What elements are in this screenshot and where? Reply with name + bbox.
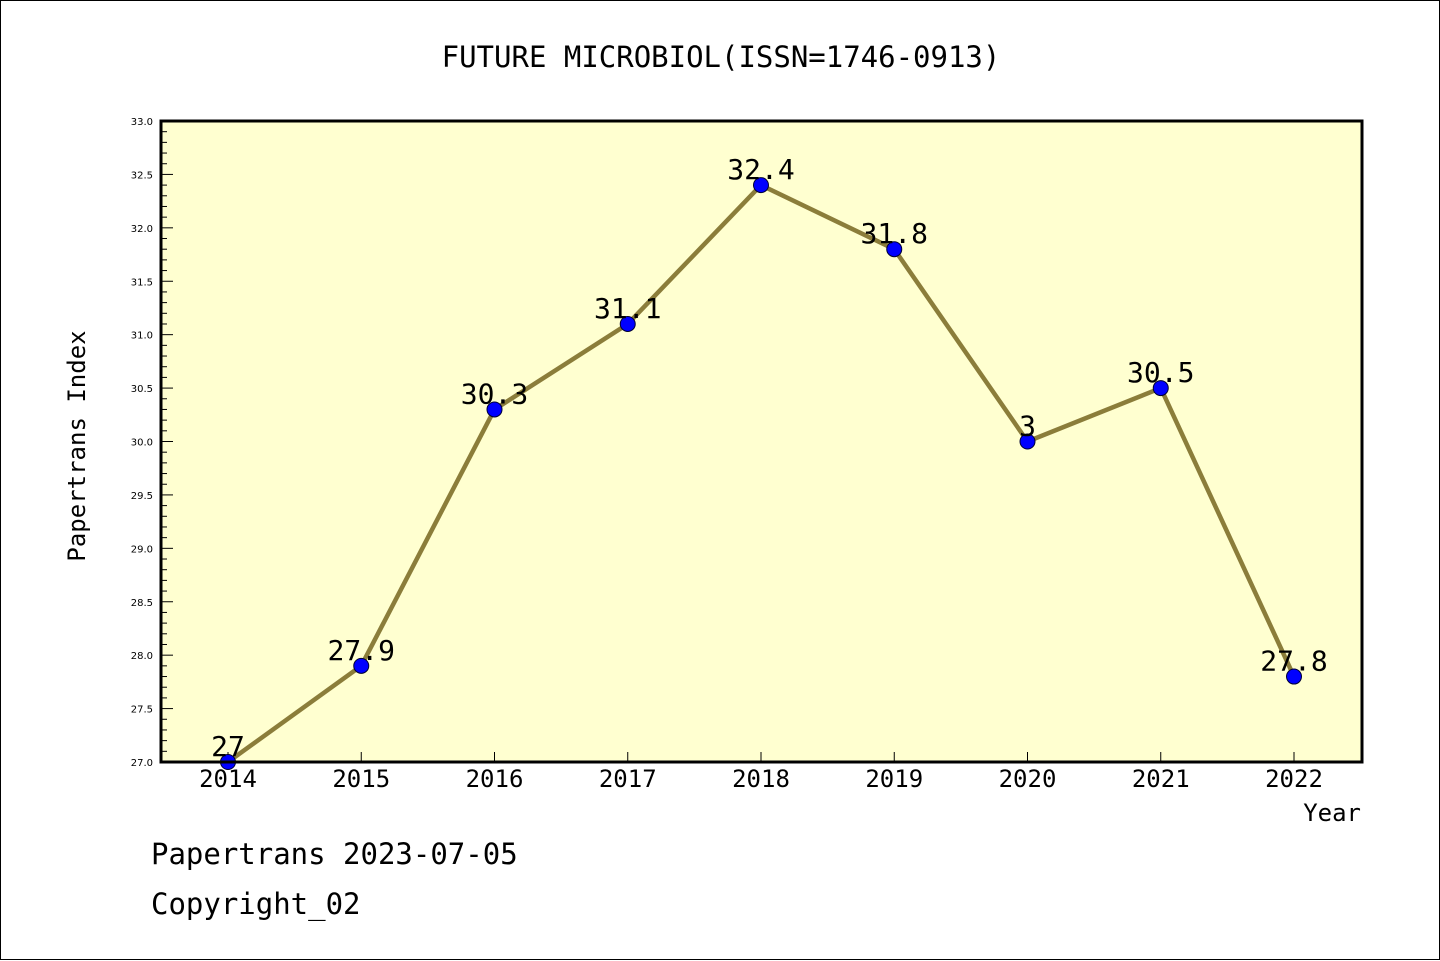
data-point (1019, 433, 1036, 450)
y-tick-label: 28.0 (131, 651, 153, 662)
y-tick-label: 30.5 (131, 384, 153, 395)
data-point (353, 657, 370, 674)
y-tick-label: 28.5 (131, 598, 153, 609)
y-tick-label: 33.0 (131, 117, 153, 128)
y-tick-label: 29.0 (131, 544, 153, 555)
data-label: 30.5 (1127, 356, 1194, 389)
y-tick-label: 32.5 (131, 170, 153, 181)
data-point (619, 315, 636, 332)
chart-title: FUTURE MICROBIOL(ISSN=1746-0913) (442, 40, 1001, 74)
data-point (486, 401, 503, 418)
data-label: 31.1 (594, 292, 661, 325)
data-point (1286, 668, 1302, 685)
y-tick-label: 27.0 (131, 758, 153, 769)
data-label: 30.3 (461, 377, 528, 410)
data-label: 31.8 (861, 217, 928, 250)
y-tick-label: 31.5 (131, 277, 153, 288)
x-tick-label: 2015 (332, 765, 390, 793)
x-tick-label: 2017 (599, 765, 657, 793)
series-layer (220, 177, 1302, 770)
y-tick-label: 30.0 (131, 438, 153, 449)
x-axis-ticks: 2014 2015 2016 2017 2018 2019 2020 2021 2022 (199, 752, 1323, 793)
x-tick-label: 2020 (999, 765, 1057, 793)
y-tick-label: 29.5 (131, 491, 153, 502)
x-tick-label: 2022 (1265, 765, 1323, 793)
y-axis-ticks: 27.0 27.5 28.0 28.5 29.0 29.5 30.0 30.5 31.0 31.5… (131, 117, 173, 769)
footer-date: Papertrans 2023-07-05 (151, 837, 518, 871)
data-label: 3 (1019, 410, 1036, 443)
data-label: 27.9 (328, 634, 395, 667)
data-label: 32.4 (727, 153, 794, 186)
y-axis-label: Papertrans Index (63, 330, 91, 561)
x-axis-label: Year (1303, 799, 1361, 827)
data-labels: 27 27.9 30.3 31.1 32.4 31.8 3 30.5 27.8 (211, 153, 1328, 763)
y-tick-label: 27.5 (131, 705, 153, 716)
data-label: 27.8 (1260, 645, 1327, 678)
x-tick-label: 2019 (865, 765, 923, 793)
x-tick-label: 2016 (466, 765, 524, 793)
data-point (1152, 380, 1169, 397)
data-point (886, 241, 903, 258)
x-tick-label: 2021 (1132, 765, 1190, 793)
plot-border (159, 119, 1364, 764)
data-point (753, 177, 769, 194)
footer-copyright: Copyright_02 (151, 887, 361, 921)
plot-area (161, 121, 1362, 762)
x-tick-label: 2018 (732, 765, 790, 793)
y-tick-label: 31.0 (131, 331, 153, 342)
data-label: 27 (211, 730, 245, 763)
y-tick-label: 32.0 (131, 224, 153, 235)
